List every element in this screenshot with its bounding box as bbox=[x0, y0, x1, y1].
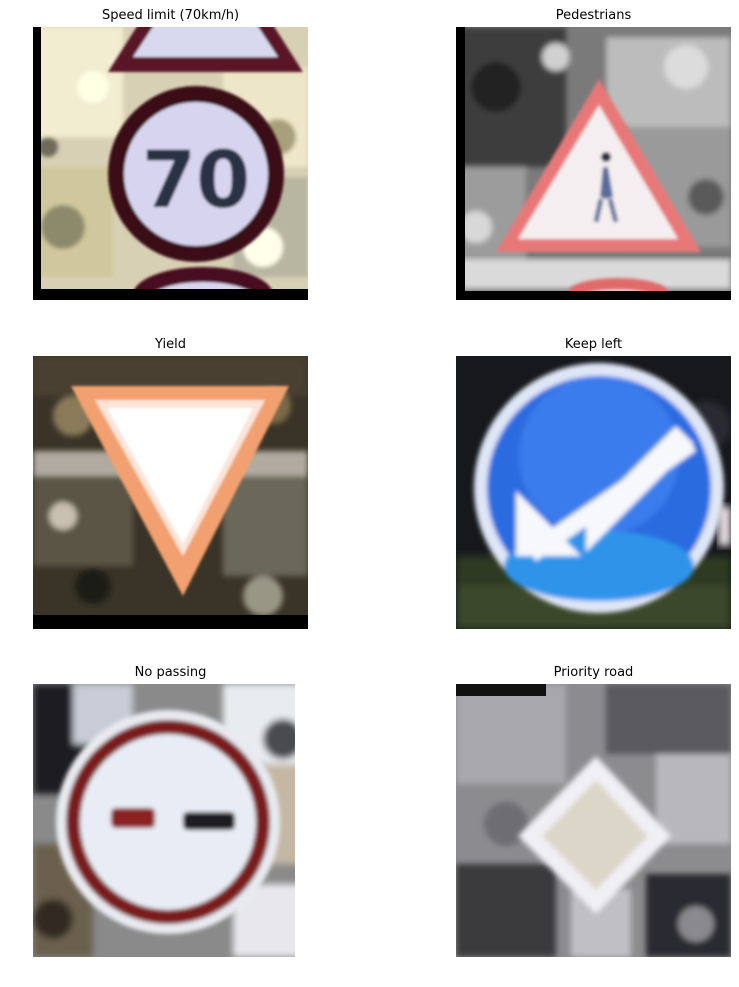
sign-image-pedestrians bbox=[456, 27, 731, 300]
sign-image-yield bbox=[33, 356, 308, 629]
panel-title: Speed limit (70km/h) bbox=[101, 8, 240, 23]
sign-numeral: 70 bbox=[142, 136, 251, 226]
sign-image-no-passing bbox=[33, 684, 308, 957]
panel-title: Priority road bbox=[553, 665, 634, 680]
panel-title: Keep left bbox=[564, 337, 623, 352]
sign-image-speed-limit: 70 bbox=[33, 27, 308, 300]
panel-title: Yield bbox=[155, 337, 186, 352]
sign-image-keep-left bbox=[456, 356, 731, 629]
panel-title: No passing bbox=[134, 665, 207, 680]
panel-title: Pedestrians bbox=[555, 8, 632, 23]
sign-image-priority-road bbox=[456, 684, 731, 957]
